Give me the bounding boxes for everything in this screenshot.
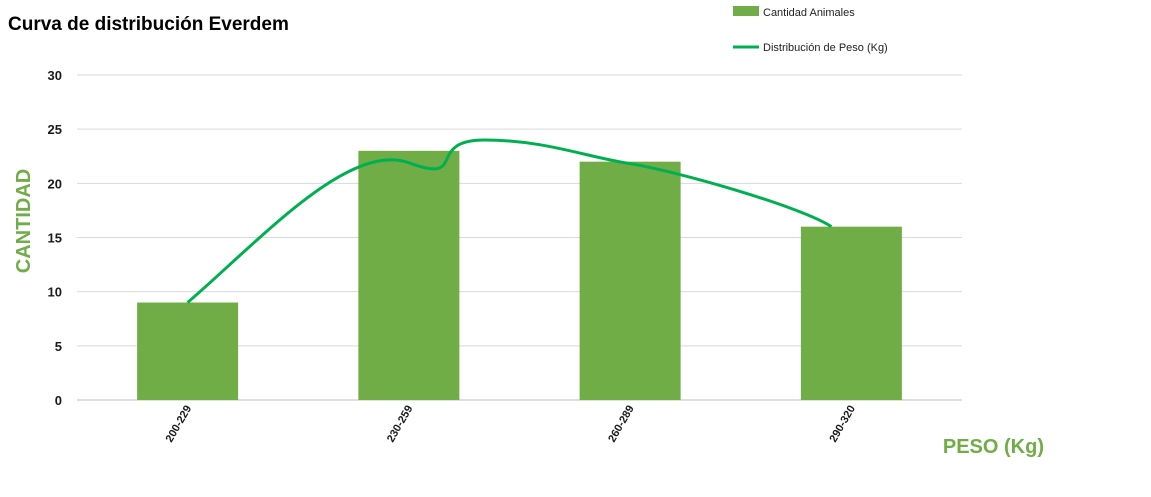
bar-260-289 [579, 161, 681, 400]
legend-bar-swatch [733, 6, 759, 16]
y-tick-label-15: 15 [48, 231, 62, 246]
x-tick-label-290-320: 290-320 [827, 404, 858, 445]
y-axis-ticks: 0 5 10 15 20 25 30 [48, 68, 62, 408]
distribution-curve [186, 138, 833, 304]
bar-200-229 [137, 302, 239, 400]
x-tick-label-260-289: 260-289 [606, 404, 637, 445]
x-axis-ticks: 200-229 230-259 260-289 290-320 [164, 404, 858, 445]
x-axis-label: PESO (Kg) [943, 436, 1044, 458]
y-tick-label-0: 0 [55, 393, 62, 408]
x-tick-label-230-259: 230-259 [385, 404, 416, 445]
legend-line-label: Distribución de Peso (Kg) [763, 42, 888, 54]
bar-290-320 [800, 226, 902, 400]
y-tick-label-5: 5 [55, 339, 62, 354]
bar-series [137, 150, 902, 400]
chart-title: Curva de distribución Everdem [8, 14, 289, 35]
bar-230-259 [358, 150, 460, 400]
legend-bar-label: Cantidad Animales [763, 7, 855, 19]
y-tick-label-30: 30 [48, 68, 62, 83]
y-tick-label-10: 10 [48, 285, 62, 300]
y-axis-label: CANTIDAD [13, 169, 35, 273]
y-tick-label-25: 25 [48, 122, 62, 137]
x-tick-label-200-229: 200-229 [164, 404, 195, 445]
y-tick-label-20: 20 [48, 176, 62, 191]
chart-legend: Cantidad Animales Distribución de Peso (… [733, 6, 888, 54]
